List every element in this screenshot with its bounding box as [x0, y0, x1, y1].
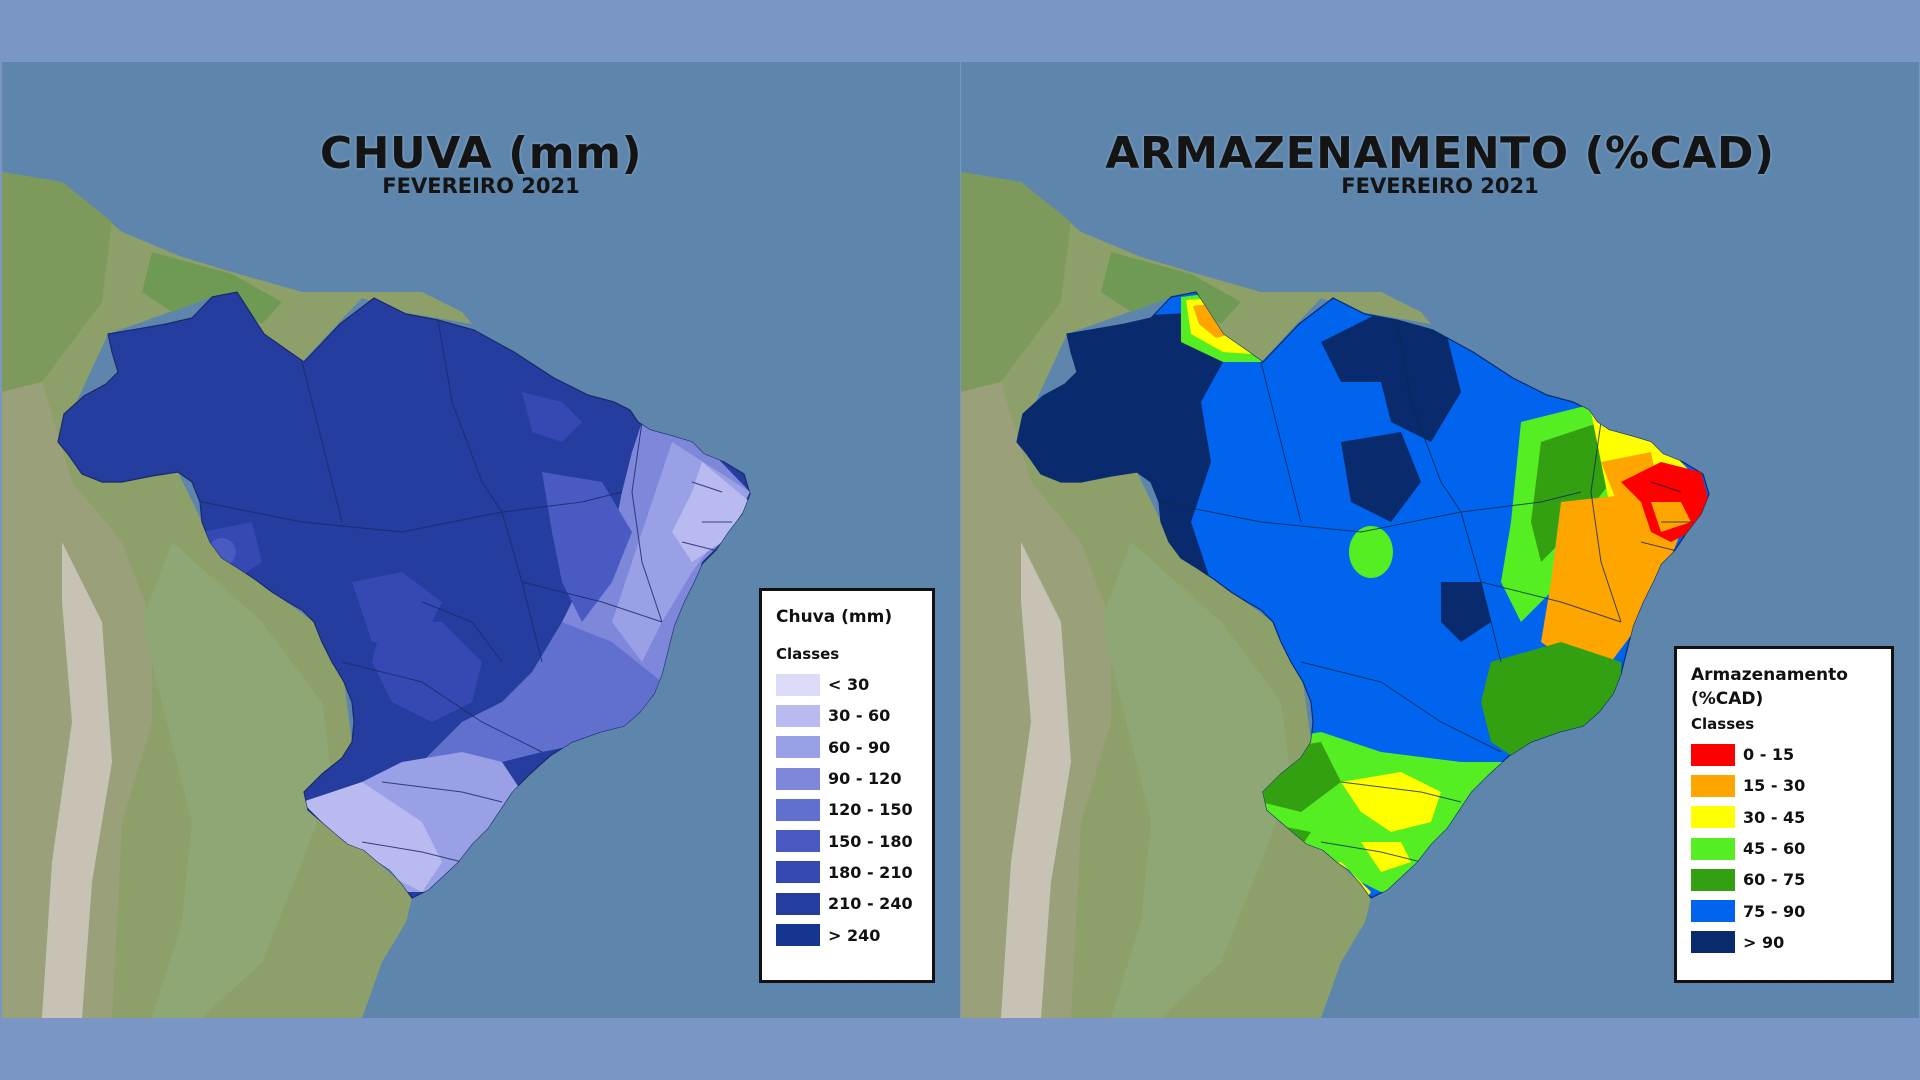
legend-label: 180 - 210	[828, 862, 913, 882]
legend-swatch	[1691, 931, 1735, 954]
legend-item: > 240	[776, 919, 932, 950]
legend-swatch	[1691, 900, 1735, 923]
legend-label: 45 - 60	[1743, 839, 1806, 859]
legend-item: 0 - 15	[1691, 739, 1891, 770]
legend-swatch	[1691, 868, 1735, 891]
legend-swatch	[1691, 837, 1735, 860]
rainfall-map-panel: CHUVA (mm) FEVEREIRO 2021 Chuva (mm) Cla…	[2, 62, 960, 1018]
storage-legend: Armazenamento (%CAD) Classes 0 - 15 15 -…	[1674, 646, 1894, 983]
storage-legend-classes-label: Classes	[1691, 715, 1755, 733]
storage-map-panel: ARMAZENAMENTO (%CAD) FEVEREIRO 2021 Arma…	[961, 62, 1919, 1018]
storage-legend-title-line2: (%CAD)	[1691, 689, 1764, 709]
legend-swatch	[776, 704, 820, 727]
legend-label: 120 - 150	[828, 800, 913, 820]
legend-label: 30 - 45	[1743, 807, 1806, 827]
rainfall-legend-classes-label: Classes	[776, 645, 840, 663]
legend-swatch	[776, 892, 820, 915]
legend-item: 45 - 60	[1691, 833, 1891, 864]
rainfall-map	[2, 62, 960, 1018]
legend-label: 150 - 180	[828, 831, 913, 851]
legend-label: 60 - 90	[828, 737, 891, 757]
legend-label: 210 - 240	[828, 894, 913, 914]
legend-label: > 90	[1743, 932, 1785, 952]
legend-label: 15 - 30	[1743, 776, 1806, 796]
legend-item: 210 - 240	[776, 888, 932, 919]
legend-item: < 30	[776, 669, 932, 700]
legend-item: 15 - 30	[1691, 770, 1891, 801]
storage-legend-title: Armazenamento (%CAD)	[1691, 663, 1891, 711]
legend-label: > 240	[828, 925, 881, 945]
legend-label: 30 - 60	[828, 706, 891, 726]
rainfall-map-title: CHUVA (mm)	[319, 128, 643, 179]
legend-swatch	[776, 673, 820, 696]
legend-swatch	[776, 830, 820, 853]
legend-item: > 90	[1691, 927, 1891, 958]
legend-label: 90 - 120	[828, 769, 902, 789]
legend-item: 120 - 150	[776, 794, 932, 825]
rainfall-legend-title: Chuva (mm)	[776, 607, 893, 627]
legend-swatch	[1691, 774, 1735, 797]
legend-swatch	[776, 767, 820, 790]
legend-label: 60 - 75	[1743, 870, 1806, 890]
storage-map-subtitle: FEVEREIRO 2021	[1341, 174, 1539, 198]
rainfall-map-subtitle: FEVEREIRO 2021	[382, 174, 580, 198]
legend-swatch	[1691, 743, 1735, 766]
legend-swatch	[776, 861, 820, 884]
legend-label: 75 - 90	[1743, 901, 1806, 921]
legend-item: 30 - 45	[1691, 802, 1891, 833]
legend-swatch	[776, 798, 820, 821]
legend-item: 150 - 180	[776, 825, 932, 856]
legend-item: 30 - 60	[776, 700, 932, 731]
legend-label: < 30	[828, 675, 870, 695]
legend-swatch	[776, 924, 820, 947]
legend-item: 60 - 75	[1691, 864, 1891, 895]
legend-item: 90 - 120	[776, 763, 932, 794]
rainfall-legend: Chuva (mm) Classes < 30 30 - 60 60 - 90 …	[759, 588, 935, 983]
legend-swatch	[776, 736, 820, 759]
legend-swatch	[1691, 806, 1735, 829]
storage-map	[961, 62, 1919, 1018]
legend-item: 75 - 90	[1691, 895, 1891, 926]
legend-label: 0 - 15	[1743, 745, 1795, 765]
legend-item: 180 - 210	[776, 857, 932, 888]
legend-item: 60 - 90	[776, 732, 932, 763]
storage-legend-title-line1: Armazenamento	[1691, 665, 1848, 685]
storage-map-title: ARMAZENAMENTO (%CAD)	[1105, 128, 1775, 179]
